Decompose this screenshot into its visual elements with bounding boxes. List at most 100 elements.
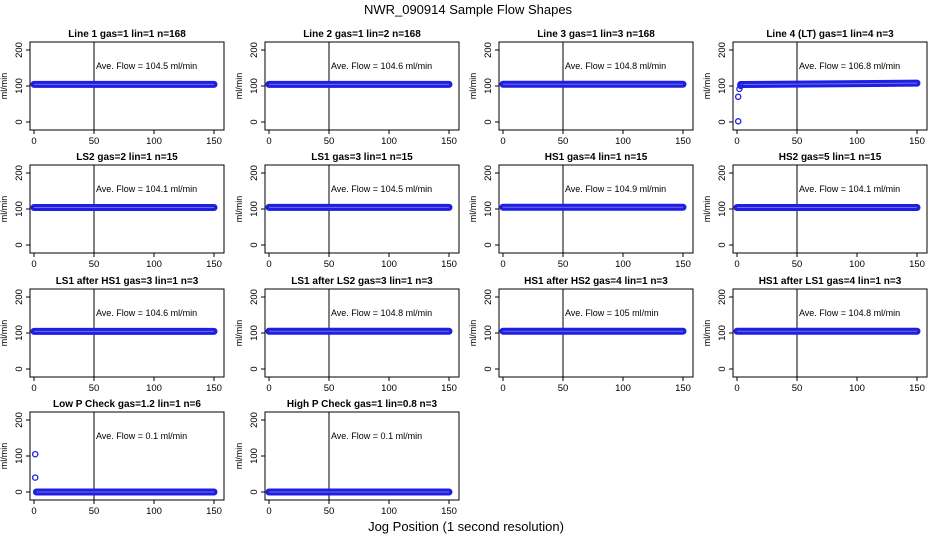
panel-7: HS1 gas=4 lin=1 n=15 0 50 100 150 0 100 200 ml/m…: [468, 152, 694, 270]
y-tick-label: 200: [249, 289, 260, 305]
x-tick-label: 150: [441, 383, 457, 394]
x-tick-label: 150: [441, 259, 457, 270]
x-tick-label: 0: [266, 259, 271, 270]
y-tick-label: 100: [717, 325, 728, 341]
x-tick-label: 0: [266, 383, 271, 394]
x-tick-label: 50: [324, 259, 335, 270]
x-tick-label: 50: [558, 259, 569, 270]
x-tick-label: 100: [615, 136, 631, 147]
plot-frame: [264, 411, 460, 501]
x-tick-label: 50: [792, 383, 803, 394]
panel-8: HS2 gas=5 lin=1 n=15 0 50 100 150 0 100 200 ml/m…: [702, 152, 928, 270]
panel-title: HS1 after LS1 gas=4 lin=1 n=3: [759, 276, 902, 287]
panel-2: Line 2 gas=1 lin=2 n=168 0 50 100 150 0 100 200…: [234, 29, 460, 147]
y-tick-label: 100: [14, 201, 25, 217]
y-axis-label: ml/min: [468, 73, 478, 100]
y-tick-label: 100: [14, 78, 25, 94]
x-tick-label: 150: [206, 383, 222, 394]
panel-4: Line 4 (LT) gas=1 lin=4 n=3 0 50 100 150 0 100…: [702, 29, 928, 147]
panel-title: Line 2 gas=1 lin=2 n=168: [303, 29, 421, 40]
plot-frame: [29, 411, 225, 501]
data-point: [737, 82, 744, 90]
y-axis-label: ml/min: [468, 196, 478, 223]
flow-annotation: Ave. Flow = 104.1 ml/min: [799, 184, 900, 194]
panel-title: Line 4 (LT) gas=1 lin=4 n=3: [766, 29, 894, 40]
panel-9: LS1 after HS1 gas=3 lin=1 n=3 0 50 100 150 0 1…: [0, 276, 225, 394]
panel-title: LS2 gas=2 lin=1 n=15: [76, 152, 178, 163]
x-tick-label: 100: [615, 259, 631, 270]
flow-annotation: Ave. Flow = 104.8 ml/min: [331, 308, 432, 318]
flow-annotation: Ave. Flow = 104.8 ml/min: [565, 61, 666, 71]
panel-title: LS1 after LS2 gas=3 lin=1 n=3: [291, 276, 433, 287]
x-axis-label: Jog Position (1 second resolution): [368, 519, 564, 534]
y-tick-label: 100: [249, 201, 260, 217]
x-tick-label: 0: [31, 506, 36, 517]
y-tick-label: 0: [14, 119, 25, 124]
panel-14: High P Check gas=1 lin=0.8 n=3 0 50 100 150 0…: [234, 399, 460, 517]
x-tick-label: 0: [266, 506, 271, 517]
y-tick-label: 200: [483, 165, 494, 181]
y-tick-label: 0: [14, 489, 25, 494]
panel-title: HS1 after HS2 gas=4 lin=1 n=3: [524, 276, 668, 287]
data-point: [734, 93, 742, 101]
x-tick-label: 0: [734, 136, 739, 147]
y-tick-label: 200: [483, 42, 494, 58]
y-tick-label: 100: [249, 78, 260, 94]
x-tick-label: 50: [558, 383, 569, 394]
x-tick-label: 100: [849, 136, 865, 147]
flow-annotation: Ave. Flow = 106.8 ml/min: [799, 61, 900, 71]
y-axis-label: ml/min: [468, 320, 478, 347]
y-tick-label: 100: [249, 325, 260, 341]
x-tick-label: 150: [206, 136, 222, 147]
y-axis-label: ml/min: [702, 73, 712, 100]
y-tick-label: 200: [14, 412, 25, 428]
flow-annotation: Ave. Flow = 104.5 ml/min: [331, 184, 432, 194]
panel-title: High P Check gas=1 lin=0.8 n=3: [287, 399, 438, 410]
x-tick-label: 50: [89, 259, 100, 270]
x-tick-label: 0: [734, 259, 739, 270]
x-tick-label: 150: [206, 506, 222, 517]
x-tick-label: 100: [849, 383, 865, 394]
x-tick-label: 100: [381, 136, 397, 147]
x-tick-label: 150: [909, 136, 925, 147]
y-tick-label: 0: [249, 242, 260, 247]
x-tick-label: 150: [675, 383, 691, 394]
x-tick-label: 150: [441, 506, 457, 517]
x-tick-label: 0: [31, 136, 36, 147]
x-tick-label: 100: [381, 383, 397, 394]
y-axis-label: ml/min: [234, 320, 244, 347]
y-tick-label: 0: [249, 119, 260, 124]
y-tick-label: 200: [14, 165, 25, 181]
x-tick-label: 0: [734, 383, 739, 394]
y-tick-label: 100: [249, 448, 260, 464]
y-axis-label: ml/min: [0, 443, 9, 470]
x-tick-label: 100: [146, 136, 162, 147]
x-tick-label: 150: [909, 383, 925, 394]
x-tick-label: 150: [206, 259, 222, 270]
x-tick-label: 0: [266, 136, 271, 147]
y-tick-label: 200: [14, 289, 25, 305]
panel-title: Line 1 gas=1 lin=1 n=168: [68, 29, 186, 40]
y-axis-label: ml/min: [234, 443, 244, 470]
panel-title: LS1 gas=3 lin=1 n=15: [311, 152, 413, 163]
y-tick-label: 0: [717, 119, 728, 124]
panels-grid: Line 1 gas=1 lin=1 n=168 0 50 100 150 0 100 200…: [0, 29, 928, 517]
x-tick-label: 50: [324, 383, 335, 394]
panel-3: Line 3 gas=1 lin=3 n=168 0 50 100 150 0 100 200…: [468, 29, 694, 147]
panel-12: HS1 after LS1 gas=4 lin=1 n=3 0 50 100 150 0 1…: [702, 276, 928, 394]
y-axis-label: ml/min: [234, 196, 244, 223]
y-tick-label: 200: [717, 289, 728, 305]
data-point: [31, 474, 39, 481]
y-tick-label: 200: [717, 165, 728, 181]
x-tick-label: 100: [146, 259, 162, 270]
flow-annotation: Ave. Flow = 104.1 ml/min: [96, 184, 197, 194]
y-tick-label: 100: [717, 201, 728, 217]
data-point: [734, 118, 742, 125]
y-tick-label: 0: [14, 366, 25, 371]
y-tick-label: 0: [14, 242, 25, 247]
x-tick-label: 50: [89, 136, 100, 147]
flow-annotation: Ave. Flow = 104.6 ml/min: [96, 308, 197, 318]
y-tick-label: 200: [249, 42, 260, 58]
y-axis-label: ml/min: [0, 320, 9, 347]
y-tick-label: 0: [483, 242, 494, 247]
